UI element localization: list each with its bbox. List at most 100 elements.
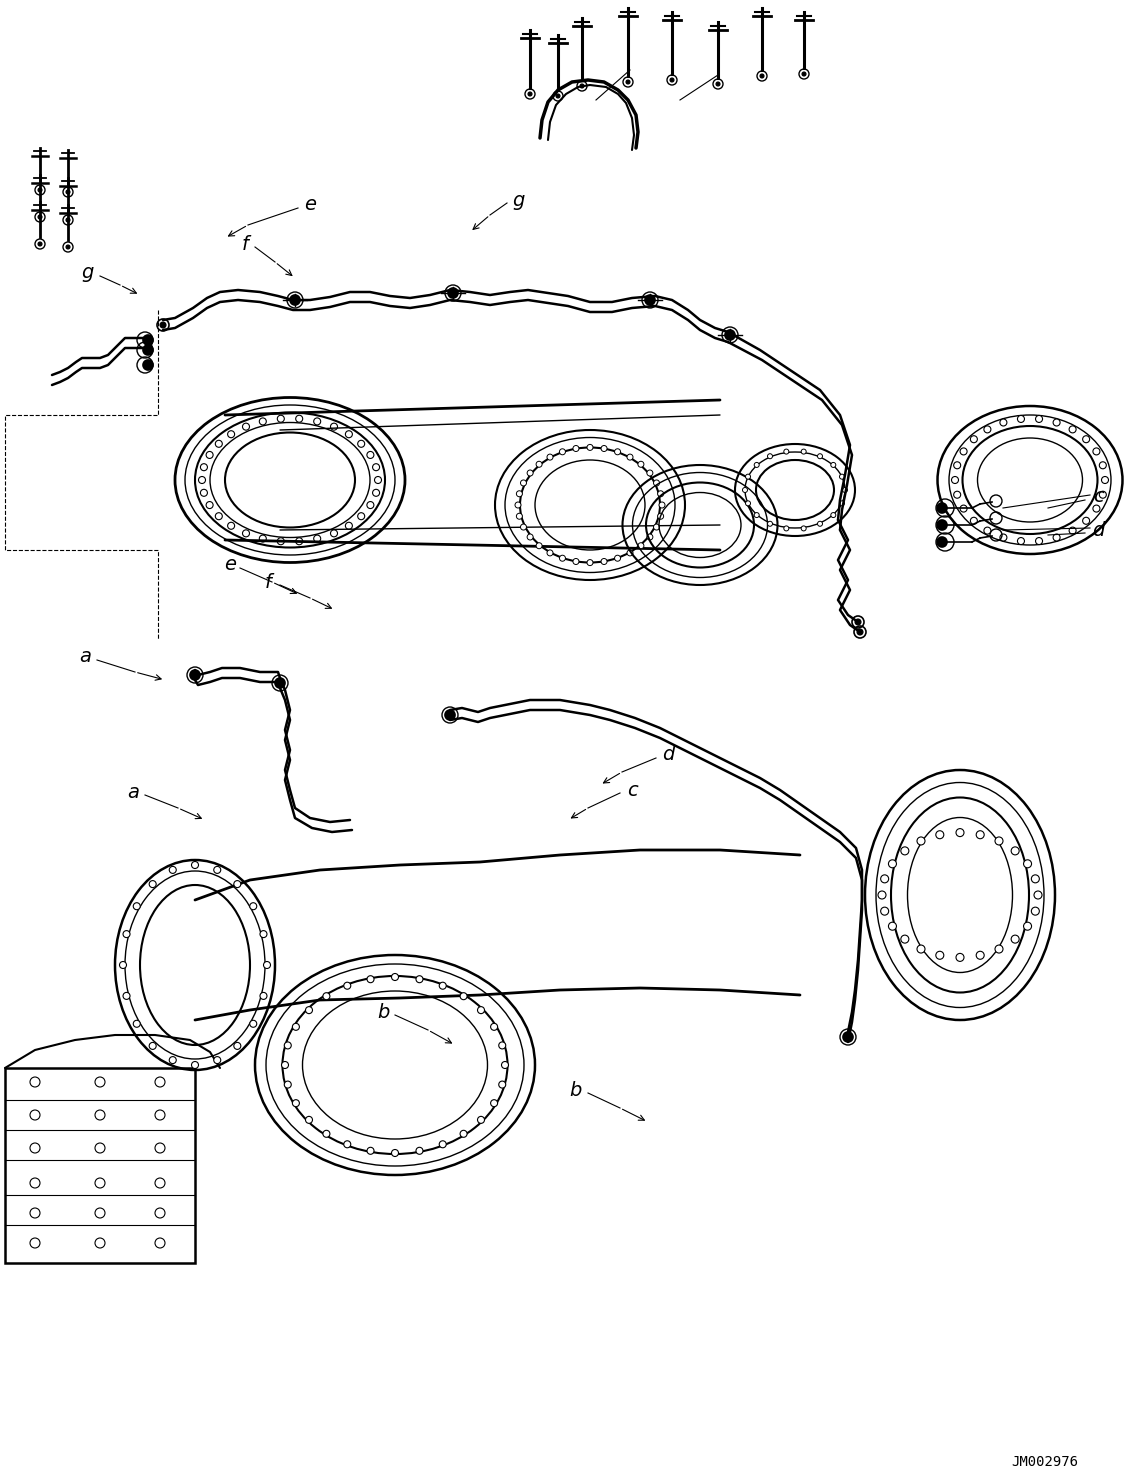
- Text: e: e: [224, 555, 236, 575]
- Circle shape: [654, 480, 660, 486]
- Circle shape: [839, 474, 845, 480]
- Text: c: c: [626, 780, 638, 800]
- Circle shape: [143, 335, 153, 345]
- Circle shape: [881, 908, 889, 915]
- Circle shape: [647, 469, 653, 475]
- Circle shape: [878, 892, 886, 899]
- Circle shape: [282, 1062, 289, 1068]
- Circle shape: [1018, 416, 1025, 422]
- Circle shape: [228, 431, 235, 438]
- Circle shape: [755, 512, 759, 517]
- Circle shape: [123, 930, 131, 937]
- Circle shape: [536, 461, 542, 468]
- Circle shape: [191, 1062, 198, 1068]
- Circle shape: [587, 560, 593, 566]
- Circle shape: [38, 188, 42, 193]
- Circle shape: [638, 542, 643, 549]
- Circle shape: [292, 1023, 299, 1031]
- Circle shape: [440, 1140, 447, 1148]
- Circle shape: [284, 1081, 291, 1089]
- Circle shape: [954, 492, 961, 498]
- Circle shape: [228, 523, 235, 529]
- Circle shape: [521, 524, 527, 530]
- Circle shape: [956, 954, 964, 961]
- Text: d: d: [662, 745, 674, 764]
- Circle shape: [416, 1148, 423, 1154]
- Circle shape: [1035, 538, 1043, 545]
- Circle shape: [755, 462, 759, 468]
- Circle shape: [66, 218, 70, 222]
- Circle shape: [1053, 535, 1060, 541]
- Circle shape: [260, 992, 267, 1000]
- Circle shape: [745, 501, 750, 507]
- Circle shape: [259, 535, 267, 542]
- Circle shape: [190, 669, 200, 680]
- Circle shape: [133, 903, 140, 909]
- Circle shape: [214, 1056, 221, 1063]
- Circle shape: [169, 866, 176, 874]
- Circle shape: [725, 330, 735, 341]
- Circle shape: [556, 93, 560, 98]
- Circle shape: [935, 951, 943, 960]
- Circle shape: [234, 1043, 240, 1050]
- Circle shape: [1035, 416, 1043, 422]
- Circle shape: [292, 1100, 299, 1106]
- Circle shape: [38, 241, 42, 246]
- Circle shape: [818, 521, 822, 526]
- Circle shape: [368, 976, 374, 983]
- Circle shape: [831, 512, 836, 517]
- Text: a: a: [127, 782, 139, 801]
- Circle shape: [392, 1149, 398, 1157]
- Circle shape: [200, 464, 207, 471]
- Circle shape: [502, 1062, 508, 1068]
- Circle shape: [572, 446, 579, 452]
- Circle shape: [357, 512, 365, 520]
- Circle shape: [66, 244, 70, 249]
- Circle shape: [984, 527, 990, 535]
- Circle shape: [477, 1007, 484, 1013]
- Circle shape: [372, 464, 380, 471]
- Circle shape: [560, 449, 566, 455]
- Circle shape: [760, 74, 764, 78]
- Circle shape: [560, 555, 566, 561]
- Circle shape: [445, 709, 455, 720]
- Circle shape: [984, 427, 990, 432]
- Text: d: d: [1092, 520, 1104, 539]
- Circle shape: [374, 477, 381, 483]
- Circle shape: [937, 520, 947, 530]
- Circle shape: [1083, 435, 1090, 443]
- Circle shape: [1032, 908, 1040, 915]
- Circle shape: [716, 81, 720, 86]
- Circle shape: [346, 523, 353, 529]
- Circle shape: [490, 1100, 498, 1106]
- Circle shape: [263, 961, 270, 969]
- Circle shape: [547, 455, 553, 461]
- Circle shape: [260, 930, 267, 937]
- Text: e: e: [305, 195, 316, 215]
- Circle shape: [119, 961, 126, 969]
- Text: f: f: [264, 573, 271, 591]
- Circle shape: [490, 1023, 498, 1031]
- Circle shape: [499, 1081, 506, 1089]
- Circle shape: [290, 295, 300, 305]
- Circle shape: [215, 512, 222, 520]
- Circle shape: [742, 487, 748, 493]
- Circle shape: [1099, 462, 1106, 469]
- Circle shape: [1069, 427, 1076, 432]
- Circle shape: [323, 1130, 330, 1137]
- Circle shape: [645, 295, 655, 305]
- Circle shape: [626, 80, 630, 84]
- Circle shape: [977, 951, 985, 960]
- Bar: [5, 1068, 195, 1263]
- Circle shape: [657, 490, 664, 496]
- Circle shape: [215, 440, 222, 447]
- Circle shape: [839, 501, 845, 507]
- Circle shape: [346, 431, 353, 438]
- Circle shape: [961, 447, 968, 455]
- Circle shape: [627, 455, 633, 461]
- Circle shape: [460, 992, 467, 1000]
- Circle shape: [889, 860, 897, 868]
- Circle shape: [1093, 447, 1100, 455]
- Circle shape: [149, 881, 156, 887]
- Circle shape: [536, 542, 542, 549]
